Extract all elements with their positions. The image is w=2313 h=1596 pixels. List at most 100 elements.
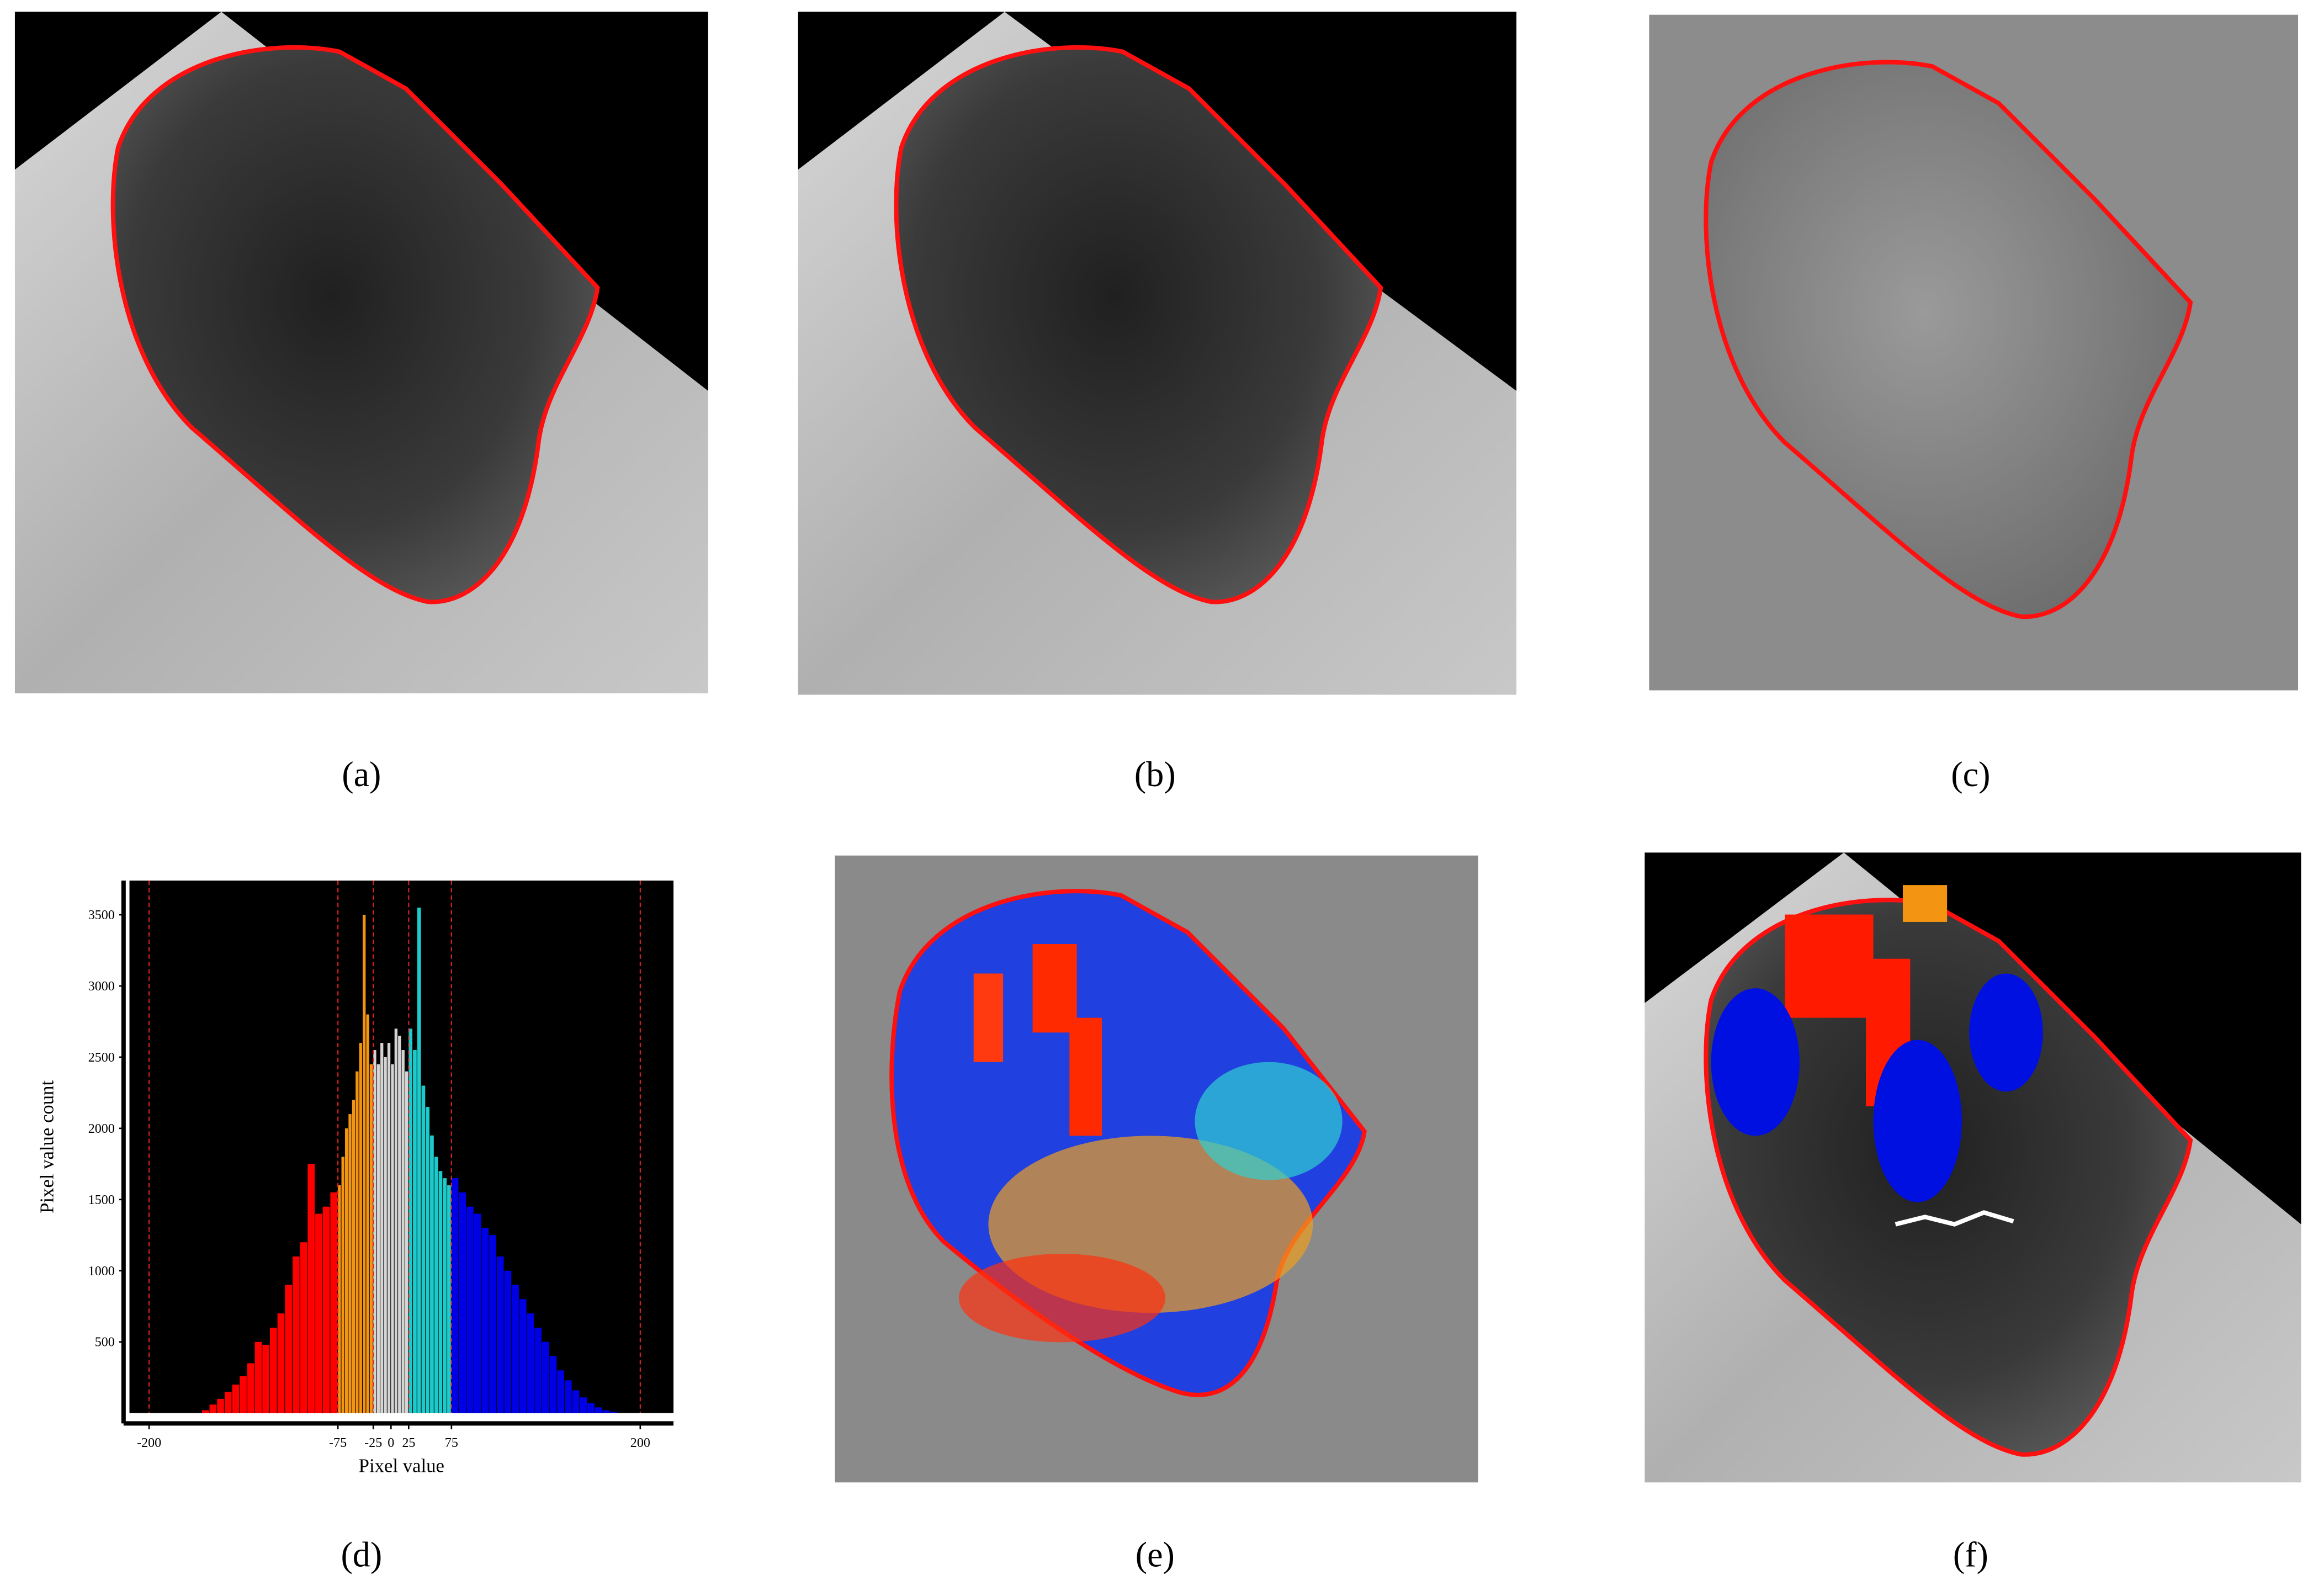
bar	[300, 1242, 307, 1413]
bar	[421, 1085, 426, 1413]
bar	[373, 1050, 376, 1413]
bar	[384, 1057, 387, 1413]
x-tick-label: 75	[445, 1436, 458, 1450]
bar	[369, 1064, 373, 1413]
bar	[269, 1327, 277, 1413]
bar	[481, 1228, 489, 1413]
bar	[217, 1398, 224, 1413]
panel-label: (d)	[341, 1535, 382, 1574]
histogram: 500 1000 1500 2000 2500 3000 3500 -200 -75 -25 0 25…	[36, 881, 674, 1477]
bar	[512, 1285, 519, 1413]
x-tick-label: 200	[630, 1436, 650, 1450]
bar	[356, 1071, 359, 1413]
bar	[232, 1385, 240, 1413]
bar	[565, 1380, 572, 1413]
panel-a-image	[14, 12, 708, 693]
bar	[341, 1157, 344, 1413]
bar	[430, 1135, 434, 1413]
panel-label: (a)	[342, 755, 381, 794]
bar	[459, 1192, 466, 1413]
bar	[359, 1043, 362, 1413]
bar	[496, 1256, 504, 1413]
y-axis-title: Pixel value count	[36, 1080, 57, 1213]
y-tick-label: 3000	[88, 979, 115, 994]
bar	[247, 1363, 254, 1413]
panel-label: (e)	[1136, 1535, 1175, 1574]
bar	[322, 1206, 330, 1413]
bar	[405, 1071, 409, 1413]
y-tick-label: 500	[95, 1335, 115, 1350]
bar	[338, 1185, 341, 1413]
bar	[504, 1270, 512, 1413]
bar	[610, 1412, 617, 1413]
bar	[580, 1397, 587, 1413]
bar	[398, 1036, 401, 1413]
panel-label: (c)	[1951, 755, 1990, 794]
bar	[224, 1391, 232, 1413]
bar	[466, 1206, 474, 1413]
y-tick-label: 2000	[88, 1122, 115, 1136]
bar	[401, 1050, 405, 1413]
bar	[201, 1410, 209, 1413]
bar	[447, 1185, 451, 1413]
y-tick-label: 1500	[88, 1193, 115, 1207]
bar	[474, 1213, 481, 1413]
panel-c-image	[1649, 14, 2299, 691]
bar	[307, 1164, 315, 1413]
bar	[240, 1376, 247, 1413]
bar	[572, 1390, 580, 1413]
bar	[413, 1050, 417, 1413]
x-tick-label: -200	[137, 1436, 161, 1450]
bar	[348, 1114, 352, 1413]
bar	[519, 1299, 527, 1413]
panel-e-image	[835, 855, 1478, 1483]
bar	[376, 1064, 380, 1413]
x-tick-label: 0	[388, 1436, 394, 1450]
x-tick-label: -25	[364, 1436, 382, 1450]
bar	[434, 1157, 438, 1413]
bar	[352, 1100, 356, 1413]
plot-background	[129, 881, 674, 1413]
bar	[209, 1404, 217, 1413]
y-tick-label: 2500	[88, 1051, 115, 1065]
bar	[451, 1178, 459, 1413]
bar	[380, 1043, 384, 1413]
bar	[602, 1410, 610, 1413]
bar	[438, 1171, 443, 1413]
bar	[315, 1213, 322, 1413]
bar	[595, 1407, 602, 1413]
bar	[587, 1403, 595, 1413]
panel-f-image	[1644, 852, 2301, 1483]
bar	[489, 1235, 496, 1413]
bar	[443, 1178, 447, 1413]
bar	[362, 915, 366, 1413]
panel-label: (b)	[1134, 755, 1176, 794]
bar	[426, 1107, 430, 1413]
bar	[527, 1313, 534, 1413]
bar	[293, 1256, 300, 1413]
bar	[391, 1064, 394, 1413]
x-tick-label: 25	[402, 1436, 415, 1450]
bar	[366, 1014, 369, 1413]
y-tick-label: 1000	[88, 1264, 115, 1279]
bar	[549, 1356, 557, 1413]
bar	[557, 1370, 564, 1413]
bar	[409, 1028, 413, 1413]
bar	[542, 1342, 549, 1413]
bar	[285, 1285, 292, 1413]
bar	[387, 1043, 391, 1413]
bar	[417, 908, 421, 1413]
x-tick-label: -75	[329, 1436, 347, 1450]
bar	[344, 1128, 348, 1413]
bar	[330, 1192, 338, 1413]
bar	[262, 1344, 269, 1413]
panel-label: (f)	[1953, 1535, 1988, 1574]
bar	[254, 1342, 262, 1413]
x-axis-title: Pixel value	[359, 1455, 444, 1477]
bar	[534, 1327, 542, 1413]
y-tick-label: 3500	[88, 908, 115, 922]
panel-b-image	[798, 12, 1516, 695]
bar	[277, 1313, 285, 1413]
bar	[394, 1028, 398, 1413]
